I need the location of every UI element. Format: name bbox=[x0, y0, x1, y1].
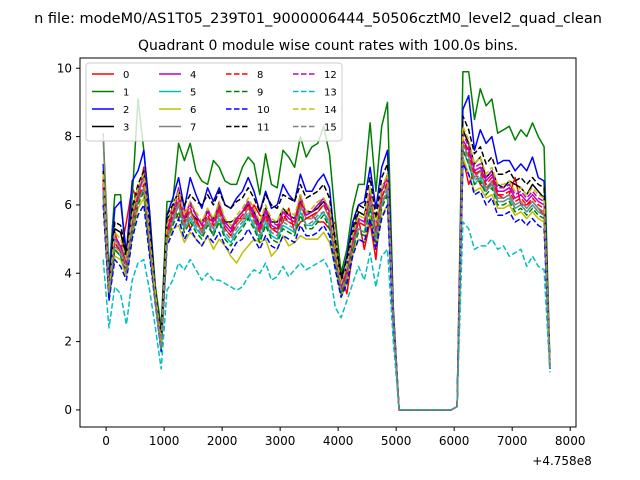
series-layer bbox=[102, 70, 551, 411]
legend-label-2: 2 bbox=[123, 105, 129, 116]
series-line-14 bbox=[102, 125, 551, 411]
y-axis: 0 2 4 6 8 10 bbox=[57, 61, 80, 417]
legend-label-1: 1 bbox=[123, 88, 129, 99]
x-tick-label: 7000 bbox=[497, 434, 528, 448]
legend-label-0: 0 bbox=[123, 70, 129, 81]
y-tick-label: 8 bbox=[64, 130, 72, 144]
legend-label-7: 7 bbox=[190, 123, 196, 134]
series-line-8 bbox=[102, 139, 551, 411]
series-line-13 bbox=[102, 221, 551, 411]
legend-label-3: 3 bbox=[123, 123, 129, 134]
y-tick-label: 4 bbox=[64, 266, 72, 280]
x-tick-label: 5000 bbox=[381, 434, 412, 448]
x-tick-label: 8000 bbox=[555, 434, 586, 448]
legend-label-13: 13 bbox=[324, 88, 337, 99]
plot-frame bbox=[79, 57, 577, 428]
legend-label-11: 11 bbox=[257, 123, 270, 134]
legend-label-5: 5 bbox=[190, 88, 196, 99]
y-tick-label: 2 bbox=[64, 335, 72, 349]
x-axis: 0 1000 2000 3000 4000 5000 6000 7000 8000 bbox=[102, 427, 585, 448]
series-line-7 bbox=[102, 136, 551, 411]
x-tick-label: 3000 bbox=[265, 434, 296, 448]
x-tick-label: 1000 bbox=[149, 434, 180, 448]
legend-label-6: 6 bbox=[190, 105, 196, 116]
legend-label-10: 10 bbox=[257, 105, 270, 116]
legend-label-8: 8 bbox=[257, 70, 263, 81]
y-tick-label: 6 bbox=[64, 198, 72, 212]
series-line-11 bbox=[102, 115, 551, 411]
legend-label-15: 15 bbox=[324, 123, 337, 134]
legend-label-4: 4 bbox=[190, 70, 196, 81]
series-line-12 bbox=[102, 132, 551, 411]
figure-suptitle: n file: modeM0/AS1T05_239T01_9000006444_… bbox=[34, 11, 602, 27]
legend-box bbox=[85, 62, 343, 142]
series-line-10 bbox=[102, 163, 551, 411]
x-tick-label: 0 bbox=[102, 434, 110, 448]
x-tick-label: 4000 bbox=[323, 434, 354, 448]
series-line-2 bbox=[102, 94, 551, 411]
legend-label-12: 12 bbox=[324, 70, 337, 81]
y-tick-label: 10 bbox=[57, 61, 72, 75]
series-line-15 bbox=[102, 146, 551, 411]
y-tick-label: 0 bbox=[64, 403, 72, 417]
x-tick-label: 2000 bbox=[207, 434, 238, 448]
chart-title: Quadrant 0 module wise count rates with … bbox=[138, 38, 518, 54]
x-tick-label: 6000 bbox=[439, 434, 470, 448]
series-line-6 bbox=[102, 156, 551, 411]
series-line-9 bbox=[102, 149, 551, 411]
legend-label-9: 9 bbox=[257, 88, 263, 99]
legend-label-14: 14 bbox=[324, 105, 337, 116]
x-offset-label: +4.758e8 bbox=[532, 454, 591, 468]
